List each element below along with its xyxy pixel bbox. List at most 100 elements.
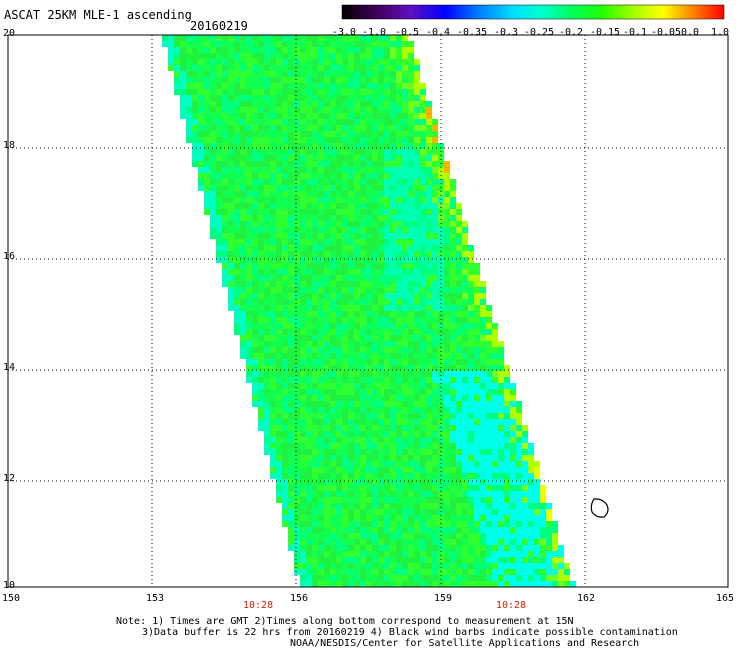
swath-cell bbox=[222, 239, 228, 245]
swath-cell bbox=[360, 71, 366, 77]
swath-cell bbox=[264, 365, 270, 371]
swath-cell bbox=[390, 371, 396, 377]
swath-cell bbox=[252, 395, 258, 401]
swath-cell bbox=[504, 521, 510, 527]
swath-cell bbox=[384, 125, 390, 131]
swath-cell bbox=[384, 257, 390, 263]
swath-cell bbox=[456, 293, 462, 299]
swath-cell bbox=[246, 83, 252, 89]
swath-cell bbox=[372, 347, 378, 353]
swath-cell bbox=[336, 455, 342, 461]
swath-cell bbox=[372, 47, 378, 53]
swath-cell bbox=[426, 443, 432, 449]
swath-cell bbox=[306, 467, 312, 473]
swath-cell bbox=[474, 527, 480, 533]
swath-cell bbox=[396, 347, 402, 353]
swath-cell bbox=[384, 383, 390, 389]
swath-cell bbox=[270, 83, 276, 89]
swath-cell bbox=[324, 95, 330, 101]
swath-cell bbox=[342, 155, 348, 161]
swath-cell bbox=[456, 527, 462, 533]
swath-cell bbox=[426, 389, 432, 395]
swath-cell bbox=[306, 245, 312, 251]
swath-cell bbox=[306, 413, 312, 419]
swath-cell bbox=[402, 437, 408, 443]
swath-cell bbox=[426, 245, 432, 251]
swath-cell bbox=[336, 389, 342, 395]
swath-cell bbox=[348, 221, 354, 227]
swath-cell bbox=[186, 41, 192, 47]
swath-cell bbox=[402, 311, 408, 317]
swath-cell bbox=[330, 473, 336, 479]
swath-cell bbox=[252, 95, 258, 101]
swath-cell bbox=[270, 431, 276, 437]
swath-cell bbox=[438, 335, 444, 341]
swath-cell bbox=[270, 77, 276, 83]
swath-cell bbox=[192, 95, 198, 101]
swath-cell bbox=[324, 113, 330, 119]
swath-cell bbox=[318, 71, 324, 77]
swath-cell bbox=[444, 299, 450, 305]
swath-cell bbox=[282, 467, 288, 473]
swath-cell bbox=[432, 443, 438, 449]
swath-cell bbox=[324, 221, 330, 227]
swath-cell bbox=[420, 281, 426, 287]
swath-cell bbox=[324, 131, 330, 137]
swath-cell bbox=[366, 365, 372, 371]
swath-cell bbox=[420, 515, 426, 521]
swath-cell bbox=[408, 449, 414, 455]
swath-cell bbox=[366, 461, 372, 467]
swath-cell bbox=[450, 371, 456, 377]
swath-cell bbox=[276, 227, 282, 233]
swath-cell bbox=[372, 335, 378, 341]
swath-cell bbox=[252, 131, 258, 137]
swath-cell bbox=[408, 167, 414, 173]
swath-cell bbox=[270, 197, 276, 203]
swath-cell bbox=[330, 65, 336, 71]
swath-cell bbox=[414, 203, 420, 209]
swath-cell bbox=[426, 329, 432, 335]
swath-cell bbox=[330, 305, 336, 311]
swath-cell bbox=[222, 119, 228, 125]
swath-cell bbox=[504, 491, 510, 497]
swath-cell bbox=[366, 455, 372, 461]
swath-cell bbox=[456, 263, 462, 269]
swath-cell bbox=[444, 191, 450, 197]
swath-cell bbox=[294, 497, 300, 503]
swath-cell bbox=[348, 527, 354, 533]
swath-cell bbox=[450, 299, 456, 305]
swath-cell bbox=[354, 533, 360, 539]
swath-cell bbox=[522, 485, 528, 491]
swath-cell bbox=[510, 515, 516, 521]
swath-cell bbox=[300, 569, 306, 575]
swath-cell bbox=[378, 137, 384, 143]
swath-cell bbox=[456, 455, 462, 461]
swath-cell bbox=[408, 539, 414, 545]
swath-cell bbox=[294, 257, 300, 263]
swath-cell bbox=[390, 563, 396, 569]
swath-cell bbox=[474, 437, 480, 443]
swath-cell bbox=[282, 461, 288, 467]
swath-cell bbox=[402, 257, 408, 263]
swath-cell bbox=[354, 161, 360, 167]
swath-cell bbox=[300, 47, 306, 53]
swath-cell bbox=[252, 359, 258, 365]
swath-cell bbox=[288, 317, 294, 323]
lat-label-20: 20 bbox=[3, 28, 16, 39]
swath-cell bbox=[348, 149, 354, 155]
swath-cell bbox=[324, 365, 330, 371]
swath-cell bbox=[432, 197, 438, 203]
swath-cell bbox=[384, 131, 390, 137]
swath-cell bbox=[390, 275, 396, 281]
swath-cell bbox=[336, 365, 342, 371]
swath-cell bbox=[258, 35, 264, 41]
swath-cell bbox=[276, 191, 282, 197]
swath-cell bbox=[480, 539, 486, 545]
swath-cell bbox=[234, 95, 240, 101]
swath-cell bbox=[246, 113, 252, 119]
swath-cell bbox=[462, 257, 468, 263]
swath-cell bbox=[336, 371, 342, 377]
swath-cell bbox=[546, 557, 552, 563]
swath-cell bbox=[300, 575, 306, 581]
swath-cell bbox=[228, 41, 234, 47]
